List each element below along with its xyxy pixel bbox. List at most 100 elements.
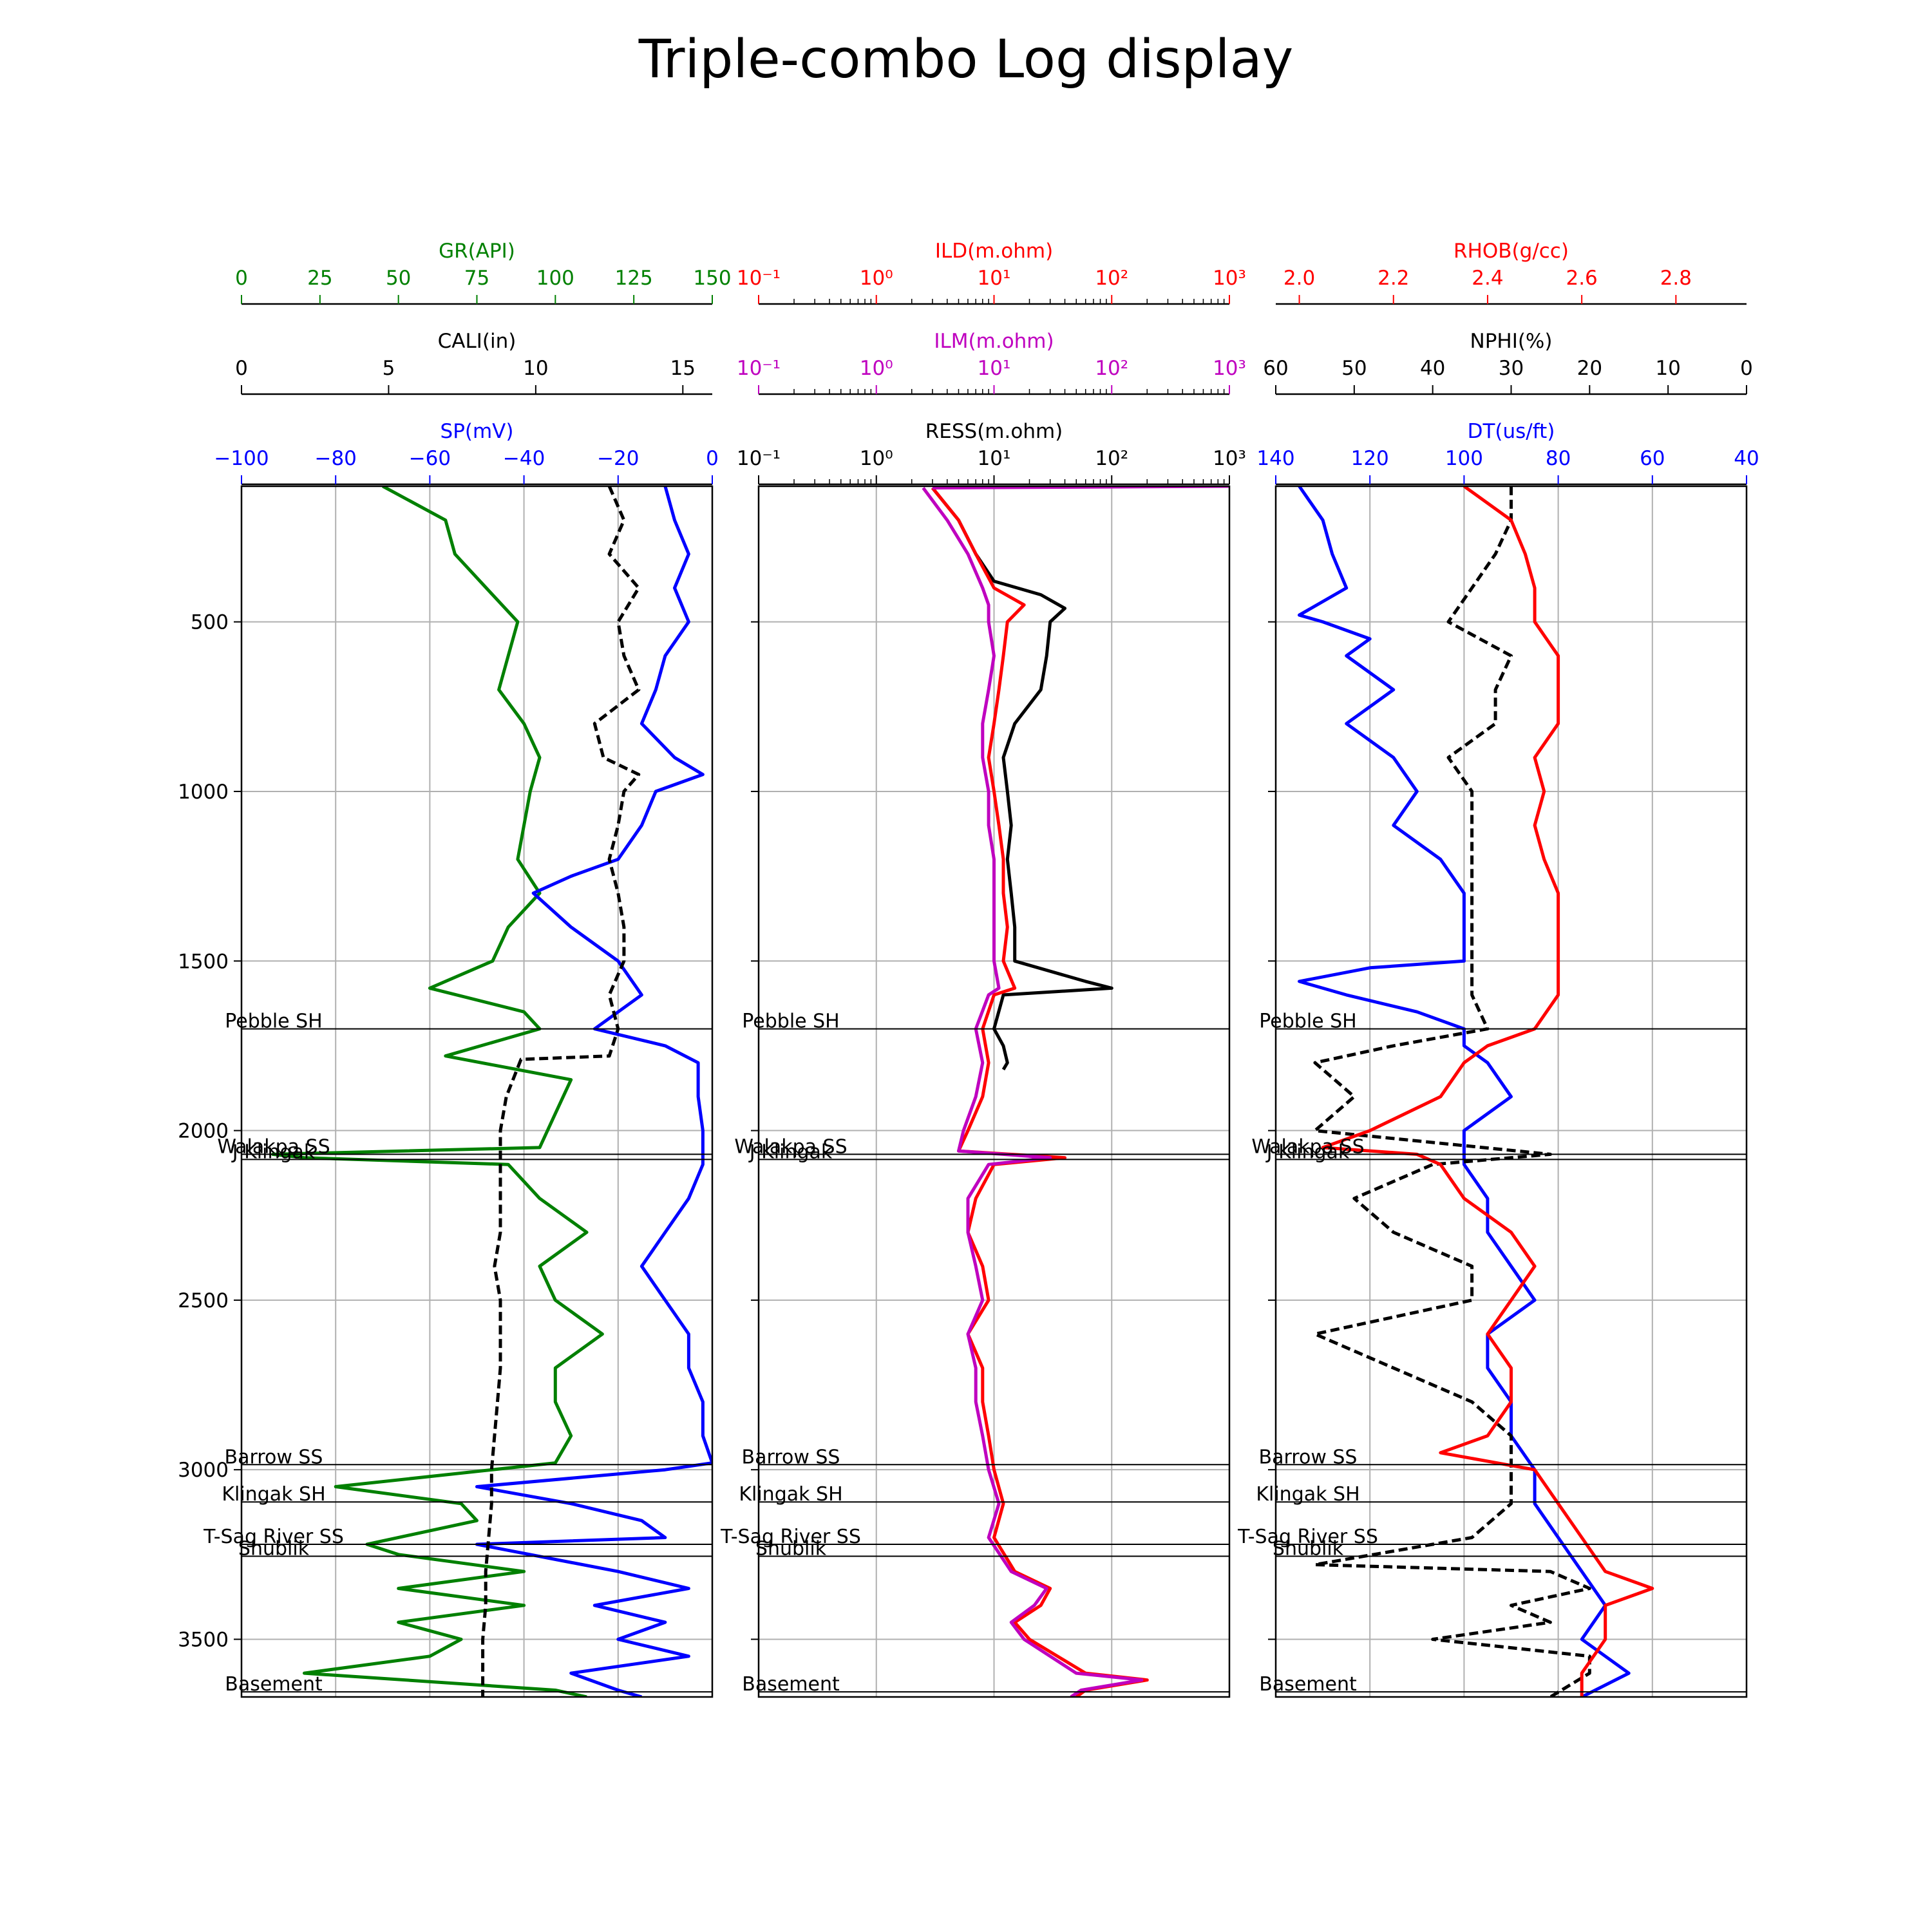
track-curves [922,486,1229,1697]
scale-tick-label: 150 [693,267,731,290]
curve-cali-in- [481,486,641,1697]
scale-tick-label: 60 [1640,447,1665,470]
scale-tick-label: 10¹ [978,447,1011,470]
curve-sp-mv- [475,486,712,1697]
scale-tick-label: 10⁻¹ [737,357,781,380]
scale-tick-label: 60 [1263,357,1288,380]
scale-tick-label: 140 [1256,447,1294,470]
depth-tick-label: 2000 [178,1120,229,1143]
formation-top-label: Barrow SS [1259,1446,1358,1468]
depth-tick-label: 3500 [178,1628,229,1651]
formation-top-label: Shublik [238,1537,310,1560]
scale-label: ILD(m.ohm) [935,240,1053,263]
scale-tick-label: 0 [706,447,719,470]
scale-label: RHOB(g/cc) [1454,240,1569,263]
scale-tick-label: 40 [1420,357,1445,380]
scale-tick-label: 100 [1445,447,1483,470]
curve-gr-api- [271,486,604,1697]
scale-tick-label: 10³ [1213,357,1246,380]
formation-top-label: Klingak SH [222,1483,325,1506]
track-2: Pebble SH Walakpa SSJ Klingak Barrow SS Kli… [720,240,1246,1698]
formation-top-label: Klingak SH [1256,1483,1359,1506]
scale-tick-label: 75 [464,267,489,290]
scale-label: RESS(m.ohm) [925,420,1063,443]
formation-top-label: Barrow SS [742,1446,840,1468]
scale-label: SP(mV) [440,420,514,443]
scale-tick-label: 50 [1341,357,1367,380]
curve-rhob-g-cc- [1321,486,1654,1697]
track-frame [1274,485,1748,1698]
scale-tick-label: 0 [1740,357,1753,380]
scale-label: NPHI(%) [1470,330,1553,353]
scale-tick-label: −20 [597,447,639,470]
formation-top-label: J Klingak [231,1141,316,1163]
formation-top-label: Shublik [755,1537,827,1560]
formation-top-label: J Klingak [748,1141,833,1163]
scale-tick-label: 10¹ [978,357,1011,380]
formation-top-label: Barrow SS [225,1446,323,1468]
scale-tick-label: 0 [235,267,248,290]
formation-top-label: Basement [742,1673,840,1696]
formation-top-label: Pebble SH [1259,1010,1357,1033]
scale-tick-label: 2.4 [1472,267,1503,290]
scale-tick-label: 2.0 [1283,267,1315,290]
curve-ilm-m-ohm- [922,487,1144,1697]
formation-top-label: Walakpa SS [734,1135,847,1158]
track-curves [271,486,712,1697]
formation-top-label: J Klingak [1265,1141,1350,1163]
scale-tick-label: 10⁰ [860,447,893,470]
scale-tick-label: 100 [536,267,574,290]
scale-tick-label: −100 [214,447,269,470]
depth-tick-label: 2500 [178,1289,229,1312]
scale-label: CALI(in) [438,330,516,353]
depth-tick-label: 1500 [178,950,229,973]
scale-label: ILM(m.ohm) [934,330,1054,353]
scale-tick-label: 10⁰ [860,267,893,290]
chart-title: Triple-combo Log display [638,29,1294,90]
scale-tick-label: 125 [615,267,653,290]
scale-tick-label: 0 [235,357,248,380]
track-1: Pebble SH Walakpa SSJ Klingak Barrow SS Kli… [178,240,732,1698]
scale-tick-label: 10⁰ [860,357,893,380]
formation-top-label: Basement [225,1673,323,1696]
formation-top-label: T-Sag River SS [1237,1526,1378,1548]
scale-tick-label: 10³ [1213,447,1246,470]
formation-top-label: Pebble SH [225,1010,323,1033]
scale-tick-label: 30 [1499,357,1524,380]
scale-tick-label: 40 [1734,447,1759,470]
formation-top-label: Basement [1259,1673,1357,1696]
scale-tick-label: 20 [1577,357,1602,380]
scale-tick-label: 80 [1546,447,1571,470]
scale-tick-label: −60 [409,447,451,470]
scale-tick-label: 10 [1655,357,1680,380]
formation-top-label: Walakpa SS [217,1135,330,1158]
formation-top-label: Klingak SH [739,1483,842,1506]
scale-tick-label: 2.8 [1660,267,1692,290]
scale-tick-label: 10² [1095,447,1128,470]
curve-ress-m-ohm- [931,487,1113,1071]
curve-ild-m-ohm- [931,487,1149,1697]
scale-tick-label: 10² [1095,357,1128,380]
scale-tick-label: −80 [314,447,356,470]
scale-tick-label: 2.2 [1378,267,1409,290]
scale-tick-label: 2.6 [1566,267,1597,290]
depth-tick-label: 500 [191,611,229,634]
scale-tick-label: −40 [503,447,545,470]
scale-tick-label: 120 [1351,447,1389,470]
formation-top-label: T-Sag River SS [203,1526,344,1548]
formation-top-label: T-Sag River SS [720,1526,861,1548]
depth-tick-label: 3000 [178,1459,229,1482]
depth-tick-label: 1000 [178,781,229,804]
scale-tick-label: 10¹ [978,267,1011,290]
scale-tick-label: 10² [1095,267,1128,290]
formation-top-label: Walakpa SS [1251,1135,1364,1158]
formation-top-label: Pebble SH [742,1010,840,1033]
curve-nphi- [1313,486,1591,1697]
scale-tick-label: 10³ [1213,267,1246,290]
scale-tick-label: 10⁻¹ [737,267,781,290]
scale-tick-label: 10 [523,357,548,380]
track-3: Pebble SH Walakpa SSJ Klingak Barrow SS Kli… [1237,240,1759,1698]
track-curves [1298,486,1654,1697]
